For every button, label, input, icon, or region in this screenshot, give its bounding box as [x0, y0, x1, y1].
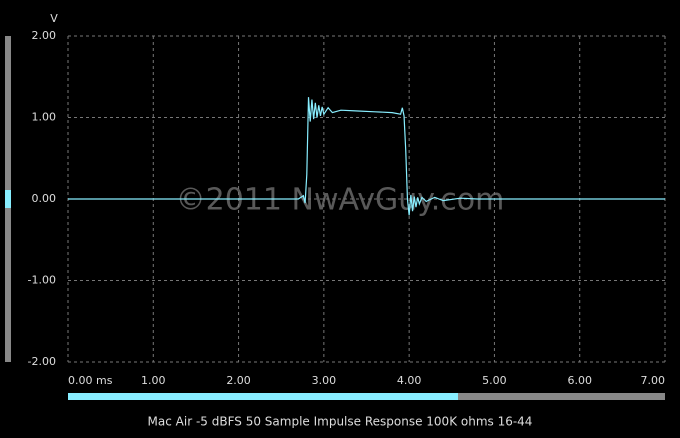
- y-tick-label: -2.00: [28, 355, 56, 368]
- x-tick-label: 5.00: [482, 374, 507, 387]
- x-tick-label: 6.00: [567, 374, 592, 387]
- waveform: [68, 97, 665, 216]
- watermark: ©2011 NwAvGuy.com: [176, 183, 505, 218]
- y-axis-unit: V: [50, 12, 58, 25]
- x-tick-label: 3.00: [312, 374, 337, 387]
- y-tick-label: -1.00: [28, 274, 56, 287]
- y-tick-label: 2.00: [32, 29, 57, 42]
- x-tick-label: 7.00: [641, 374, 666, 387]
- y-tick-label: 1.00: [32, 111, 57, 124]
- x-tick-label: 2.00: [226, 374, 251, 387]
- x-tick-label: 0.00 ms: [68, 374, 113, 387]
- x-tick-label: 4.00: [397, 374, 422, 387]
- y-tick-label: 0.00: [32, 192, 57, 205]
- level-marker: [5, 190, 11, 208]
- x-tick-label: 1.00: [141, 374, 166, 387]
- scroll-thumb[interactable]: [68, 393, 458, 400]
- chart-title: Mac Air -5 dBFS 50 Sample Impulse Respon…: [148, 415, 533, 429]
